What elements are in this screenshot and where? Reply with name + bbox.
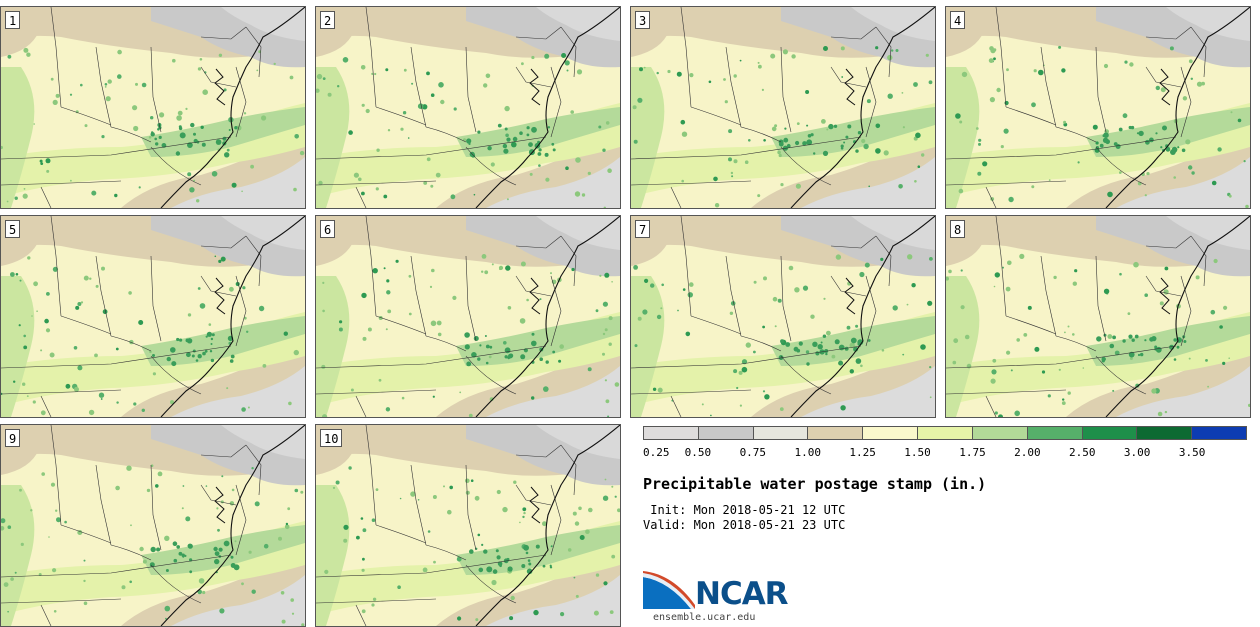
colorbar-ticks: 0.25 0.50 0.75 1.00 1.25 1.50 1.75 2.00 2.50 3.00… (643, 446, 1247, 460)
colorbar-tick-label: 1.75 (959, 446, 986, 459)
panel-number: 10 (320, 429, 343, 447)
map-panel-8: 8 (945, 215, 1251, 418)
panel-number: 2 (320, 11, 336, 29)
logo-text: NCAR (695, 576, 789, 612)
precip-map (631, 7, 935, 208)
panel-number: 7 (635, 220, 651, 238)
map-panel-5: 5 (0, 215, 306, 418)
colorbar-tick-label: 3.50 (1178, 446, 1206, 459)
logo-url: ensemble.ucar.edu (653, 612, 756, 623)
precip-map (631, 216, 935, 417)
colorbar-swatch (1137, 426, 1193, 440)
panel-number: 8 (950, 220, 966, 238)
panel-number: 9 (5, 429, 21, 447)
colorbar-swatch (1192, 426, 1247, 440)
colorbar-tick-label: 2.50 (1069, 446, 1096, 459)
precip-map (946, 7, 1250, 208)
map-panel-7: 7 (630, 215, 936, 418)
colorbar-tick-label: 1.00 (794, 446, 821, 459)
colorbar-tick-label: 1.25 (849, 446, 876, 459)
precip-map (1, 216, 305, 417)
colorbar-tick-label: 3.00 (1123, 446, 1151, 459)
colorbar-tick-label: 1.50 (904, 446, 931, 459)
ncar-swoosh-icon (643, 571, 695, 609)
colorbar-tick-label: 0.25 (643, 446, 670, 459)
panel-number: 4 (950, 11, 966, 29)
map-panel-4: 4 (945, 6, 1251, 209)
valid-time: Valid: Mon 2018-05-21 23 UTC (643, 518, 846, 532)
map-panel-10: 10 (315, 424, 621, 627)
panel-number: 5 (5, 220, 21, 238)
colorbar-tick-label: 2.00 (1014, 446, 1041, 459)
precip-map (316, 216, 620, 417)
panel-number: 1 (5, 11, 21, 29)
legend-area: 0.25 0.50 0.75 1.00 1.25 1.50 1.75 2.00 2.50 3.00… (643, 426, 1253, 626)
colorbar-swatch (918, 426, 973, 440)
colorbar-tick-label: 0.50 (684, 446, 712, 459)
map-panel-1: 1 (0, 6, 306, 209)
colorbar-tick-label: 0.75 (739, 446, 767, 459)
colorbar-swatch (863, 426, 919, 440)
precip-map (946, 216, 1250, 417)
map-panel-3: 3 (630, 6, 936, 209)
precip-map (1, 7, 305, 208)
colorbar-swatch (1027, 426, 1083, 440)
colorbar-swatch (753, 426, 809, 440)
map-panel-2: 2 (315, 6, 621, 209)
colorbar-swatch (1082, 426, 1138, 440)
colorbar-swatch (643, 426, 699, 440)
precip-map (316, 7, 620, 208)
panel-number: 6 (320, 220, 336, 238)
precip-map (316, 425, 620, 626)
colorbar-swatch (972, 426, 1028, 440)
precip-map (1, 425, 305, 626)
colorbar (643, 426, 1247, 440)
init-time: Init: Mon 2018-05-21 12 UTC (643, 503, 846, 517)
map-panel-6: 6 (315, 215, 621, 418)
colorbar-swatch (698, 426, 754, 440)
plot-title: Precipitable water postage stamp (in.) (643, 475, 987, 493)
colorbar-swatch (808, 426, 864, 440)
map-panel-9: 9 (0, 424, 306, 627)
ncar-logo: NCAR ensemble.ucar.edu (643, 571, 793, 625)
panel-number: 3 (635, 11, 651, 29)
